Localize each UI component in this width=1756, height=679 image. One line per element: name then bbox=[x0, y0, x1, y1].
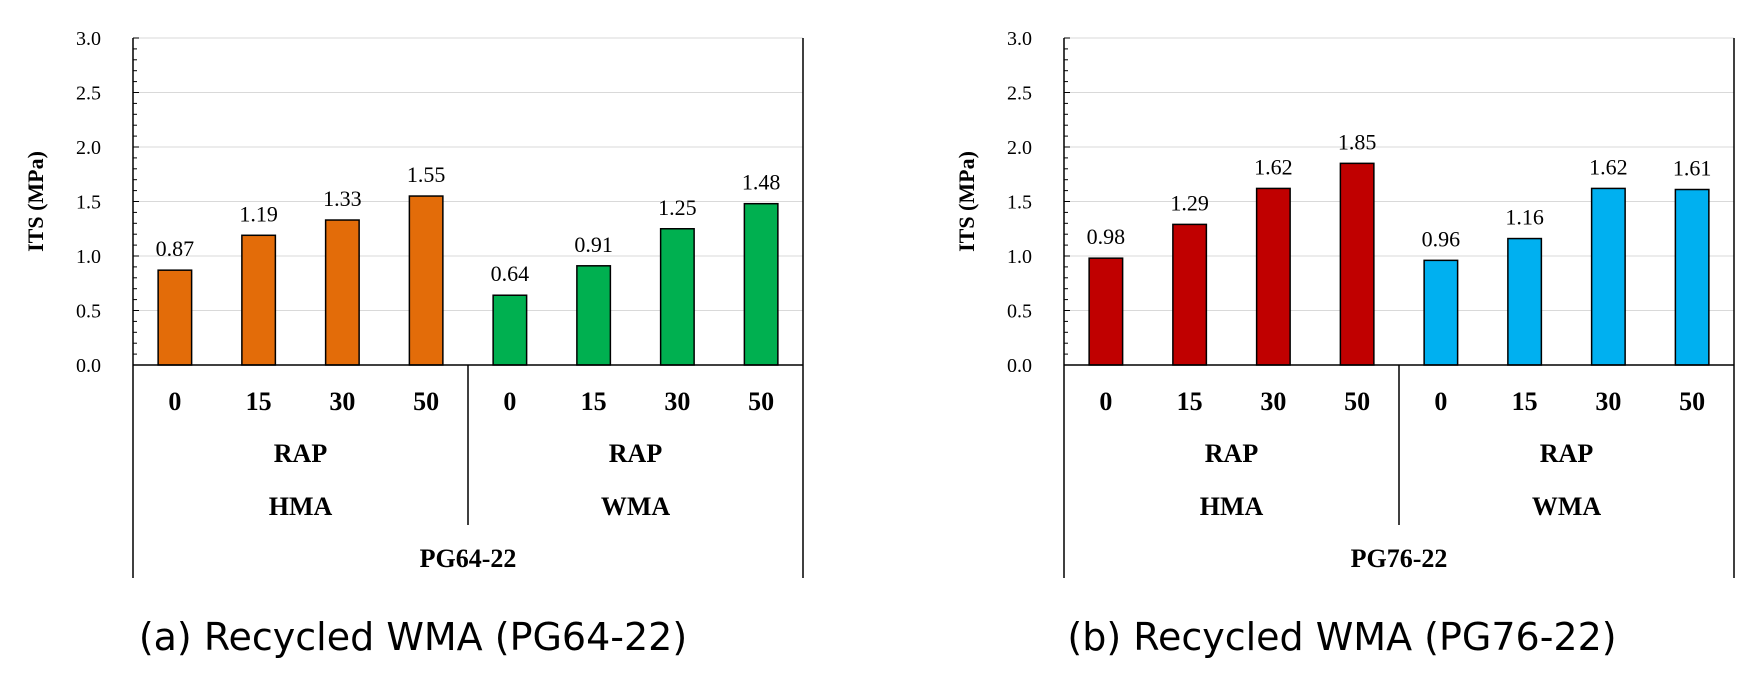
bar-hma-rap-50 bbox=[408, 195, 444, 366]
binder-grade-label: PG64-22 bbox=[420, 544, 517, 573]
bar-hma-rap-30 bbox=[324, 219, 360, 366]
rap-group-label: RAP bbox=[1540, 439, 1594, 468]
chart-caption: (a) Recycled WMA (PG64-22) bbox=[139, 615, 687, 659]
mix-group-label: WMA bbox=[1532, 492, 1602, 521]
mix-group-label: HMA bbox=[269, 492, 333, 521]
chart-b: 0.0 0.5 1.0 1.5 2.0 2.5 3.0 ITS (MPa) 0.98 0 1.29 1… bbox=[954, 28, 1735, 659]
data-label: 0.98 bbox=[1087, 224, 1126, 249]
bar-wma-rap-30 bbox=[1590, 187, 1626, 366]
bar-hma-rap-0 bbox=[157, 269, 193, 366]
y-tick-label: 1.5 bbox=[1007, 192, 1032, 214]
rap-group-label: RAP bbox=[1205, 439, 1259, 468]
y-tick-label: 2.5 bbox=[76, 83, 101, 105]
category-label: 50 bbox=[1344, 387, 1370, 416]
y-axis-label: ITS (MPa) bbox=[954, 151, 979, 252]
bar-wma-rap-0 bbox=[492, 294, 528, 366]
category-label: 0 bbox=[1099, 387, 1112, 416]
bar-hma-rap-0 bbox=[1088, 257, 1124, 366]
category-label: 15 bbox=[246, 387, 272, 416]
y-tick-label: 2.5 bbox=[1007, 83, 1032, 105]
category-label: 50 bbox=[413, 387, 439, 416]
y-tick-label: 0.5 bbox=[1007, 301, 1032, 323]
y-tick-label: 1.5 bbox=[76, 192, 101, 214]
bar-wma-rap-15 bbox=[576, 265, 612, 366]
rap-group-label: RAP bbox=[274, 439, 328, 468]
bar-wma-rap-50 bbox=[743, 202, 779, 366]
y-tick-label: 0.0 bbox=[76, 355, 101, 377]
chart-a: 0.0 0.5 1.0 1.5 2.0 2.5 3.0 ITS (MPa) 0.87 0 1.19 1… bbox=[23, 28, 804, 659]
mix-group-label: HMA bbox=[1200, 492, 1264, 521]
category-label: 0 bbox=[1434, 387, 1447, 416]
bar-hma-rap-50 bbox=[1339, 162, 1375, 366]
data-label: 1.55 bbox=[407, 162, 446, 187]
category-label: 0 bbox=[168, 387, 181, 416]
data-label: 1.25 bbox=[658, 195, 697, 220]
binder-grade-label: PG76-22 bbox=[1351, 544, 1448, 573]
data-label: 1.61 bbox=[1673, 156, 1712, 181]
data-label: 1.19 bbox=[239, 201, 278, 226]
y-tick-label: 3.0 bbox=[76, 28, 101, 50]
y-tick-label: 1.0 bbox=[76, 246, 101, 268]
y-tick-label: 0.0 bbox=[1007, 355, 1032, 377]
data-label: 1.29 bbox=[1170, 190, 1209, 215]
data-label: 1.48 bbox=[742, 170, 781, 195]
bar-hma-rap-15 bbox=[241, 234, 277, 366]
category-label: 30 bbox=[1595, 387, 1621, 416]
rap-group-label: RAP bbox=[609, 439, 663, 468]
data-label: 0.91 bbox=[574, 232, 613, 257]
data-label: 0.96 bbox=[1422, 226, 1461, 251]
data-label: 1.16 bbox=[1505, 205, 1544, 230]
bar-wma-rap-0 bbox=[1423, 259, 1459, 366]
y-axis-label: ITS (MPa) bbox=[23, 151, 48, 252]
data-label: 1.62 bbox=[1254, 154, 1293, 179]
bar-wma-rap-15 bbox=[1507, 237, 1543, 366]
category-label: 50 bbox=[748, 387, 774, 416]
category-label: 30 bbox=[664, 387, 690, 416]
mix-group-label: WMA bbox=[601, 492, 671, 521]
y-tick-label: 0.5 bbox=[76, 301, 101, 323]
category-label: 0 bbox=[503, 387, 516, 416]
data-label: 1.85 bbox=[1338, 129, 1377, 154]
data-label: 0.64 bbox=[491, 261, 530, 286]
y-tick-label: 2.0 bbox=[76, 137, 101, 159]
y-tick-label: 3.0 bbox=[1007, 28, 1032, 50]
y-tick-label: 1.0 bbox=[1007, 246, 1032, 268]
bar-hma-rap-15 bbox=[1172, 223, 1208, 366]
category-label: 15 bbox=[1177, 387, 1203, 416]
chart-caption: (b) Recycled WMA (PG76-22) bbox=[1067, 615, 1616, 659]
category-label: 15 bbox=[1512, 387, 1538, 416]
category-label: 50 bbox=[1679, 387, 1705, 416]
bar-hma-rap-30 bbox=[1255, 187, 1291, 366]
data-label: 1.62 bbox=[1589, 154, 1628, 179]
data-label: 1.33 bbox=[323, 186, 362, 211]
bar-wma-rap-50 bbox=[1674, 188, 1710, 366]
y-tick-label: 2.0 bbox=[1007, 137, 1032, 159]
category-label: 15 bbox=[581, 387, 607, 416]
category-label: 30 bbox=[329, 387, 355, 416]
category-label: 30 bbox=[1260, 387, 1286, 416]
bar-wma-rap-30 bbox=[659, 228, 695, 366]
data-label: 0.87 bbox=[156, 236, 195, 261]
